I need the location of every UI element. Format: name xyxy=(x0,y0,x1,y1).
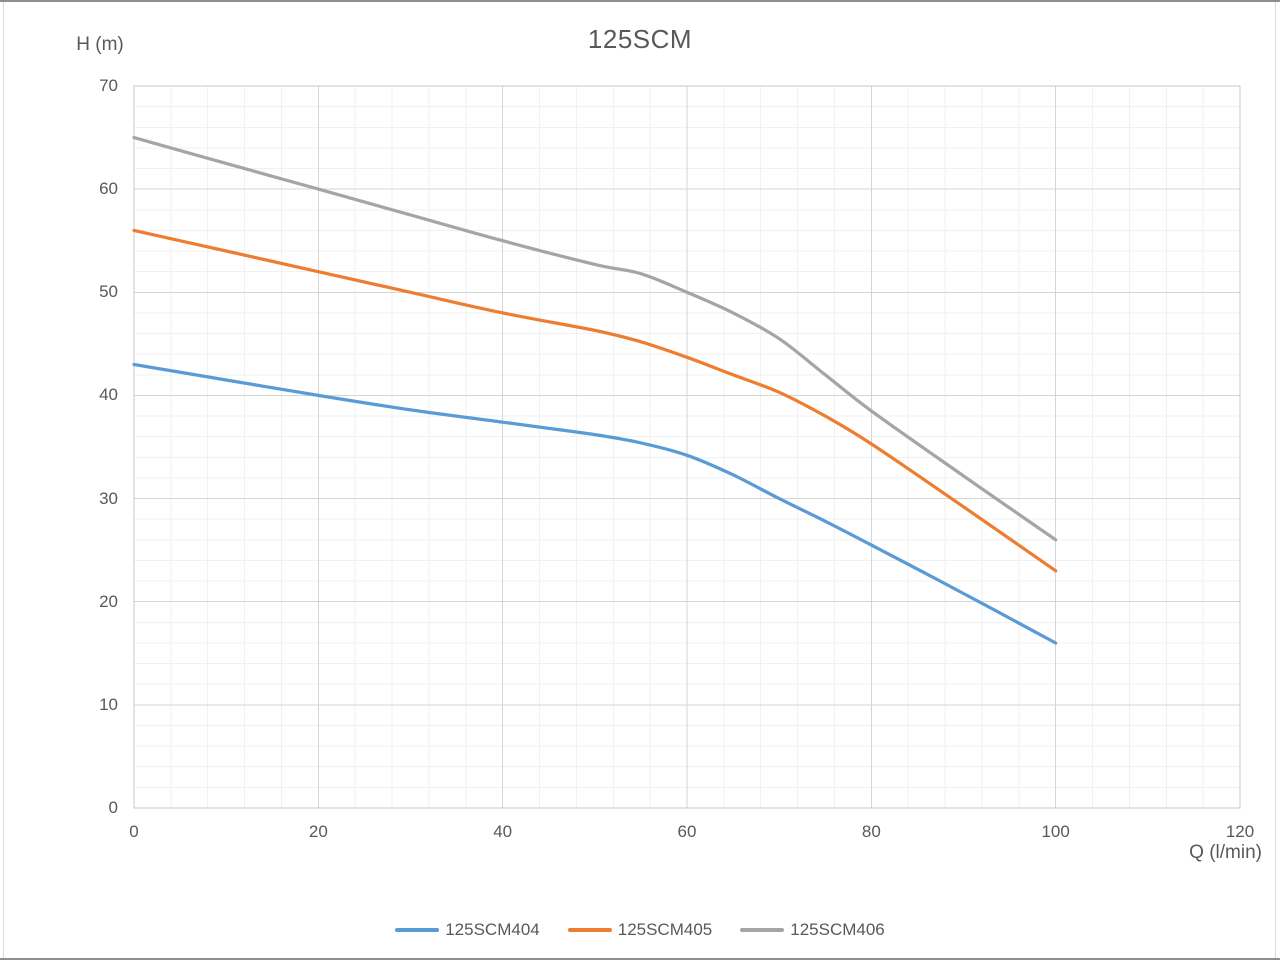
y-tick-label: 10 xyxy=(99,694,118,714)
x-tick-label: 40 xyxy=(493,822,513,841)
legend-item-125SCM404: 125SCM404 xyxy=(395,920,540,940)
legend-label: 125SCM404 xyxy=(445,920,540,939)
y-tick-label: 30 xyxy=(99,488,118,508)
plot-border xyxy=(133,85,1241,809)
y-tick-label: 0 xyxy=(108,798,118,817)
legend-line-swatch xyxy=(740,928,785,932)
legend-item-125SCM405: 125SCM405 xyxy=(567,920,713,940)
legend-label: 125SCM406 xyxy=(790,920,885,939)
x-tick-label: 0 xyxy=(129,822,139,841)
x-tick-label: 80 xyxy=(861,822,881,841)
y-tick-label: 40 xyxy=(99,385,118,405)
x-axis-title: Q (l/min) xyxy=(1189,842,1262,863)
frame-edge-right xyxy=(1275,2,1276,958)
frame-edge-left xyxy=(3,2,4,958)
legend-line-swatch xyxy=(395,928,440,932)
legend: 125SCM404 125SCM405 125SCM406 xyxy=(0,914,1280,946)
y-tick-label: 20 xyxy=(99,591,118,611)
x-tick-label: 60 xyxy=(677,822,697,841)
legend-label: 125SCM405 xyxy=(617,920,713,939)
series-line-125SCM405 xyxy=(132,228,1058,573)
x-tick-label: 100 xyxy=(1041,822,1070,841)
series-line-125SCM404 xyxy=(132,362,1058,645)
chart-title: 125SCM xyxy=(587,24,693,54)
y-tick-label: 50 xyxy=(99,282,118,302)
x-tick-label: 120 xyxy=(1225,822,1255,841)
x-tick-label: 20 xyxy=(308,822,328,841)
y-tick-label: 70 xyxy=(99,76,118,95)
series-line-125SCM406 xyxy=(132,135,1058,542)
legend-line-swatch xyxy=(567,928,612,932)
y-axis-title: H (m) xyxy=(76,34,124,55)
legend-item-125SCM406: 125SCM406 xyxy=(740,920,885,940)
y-tick-label: 60 xyxy=(99,179,118,199)
